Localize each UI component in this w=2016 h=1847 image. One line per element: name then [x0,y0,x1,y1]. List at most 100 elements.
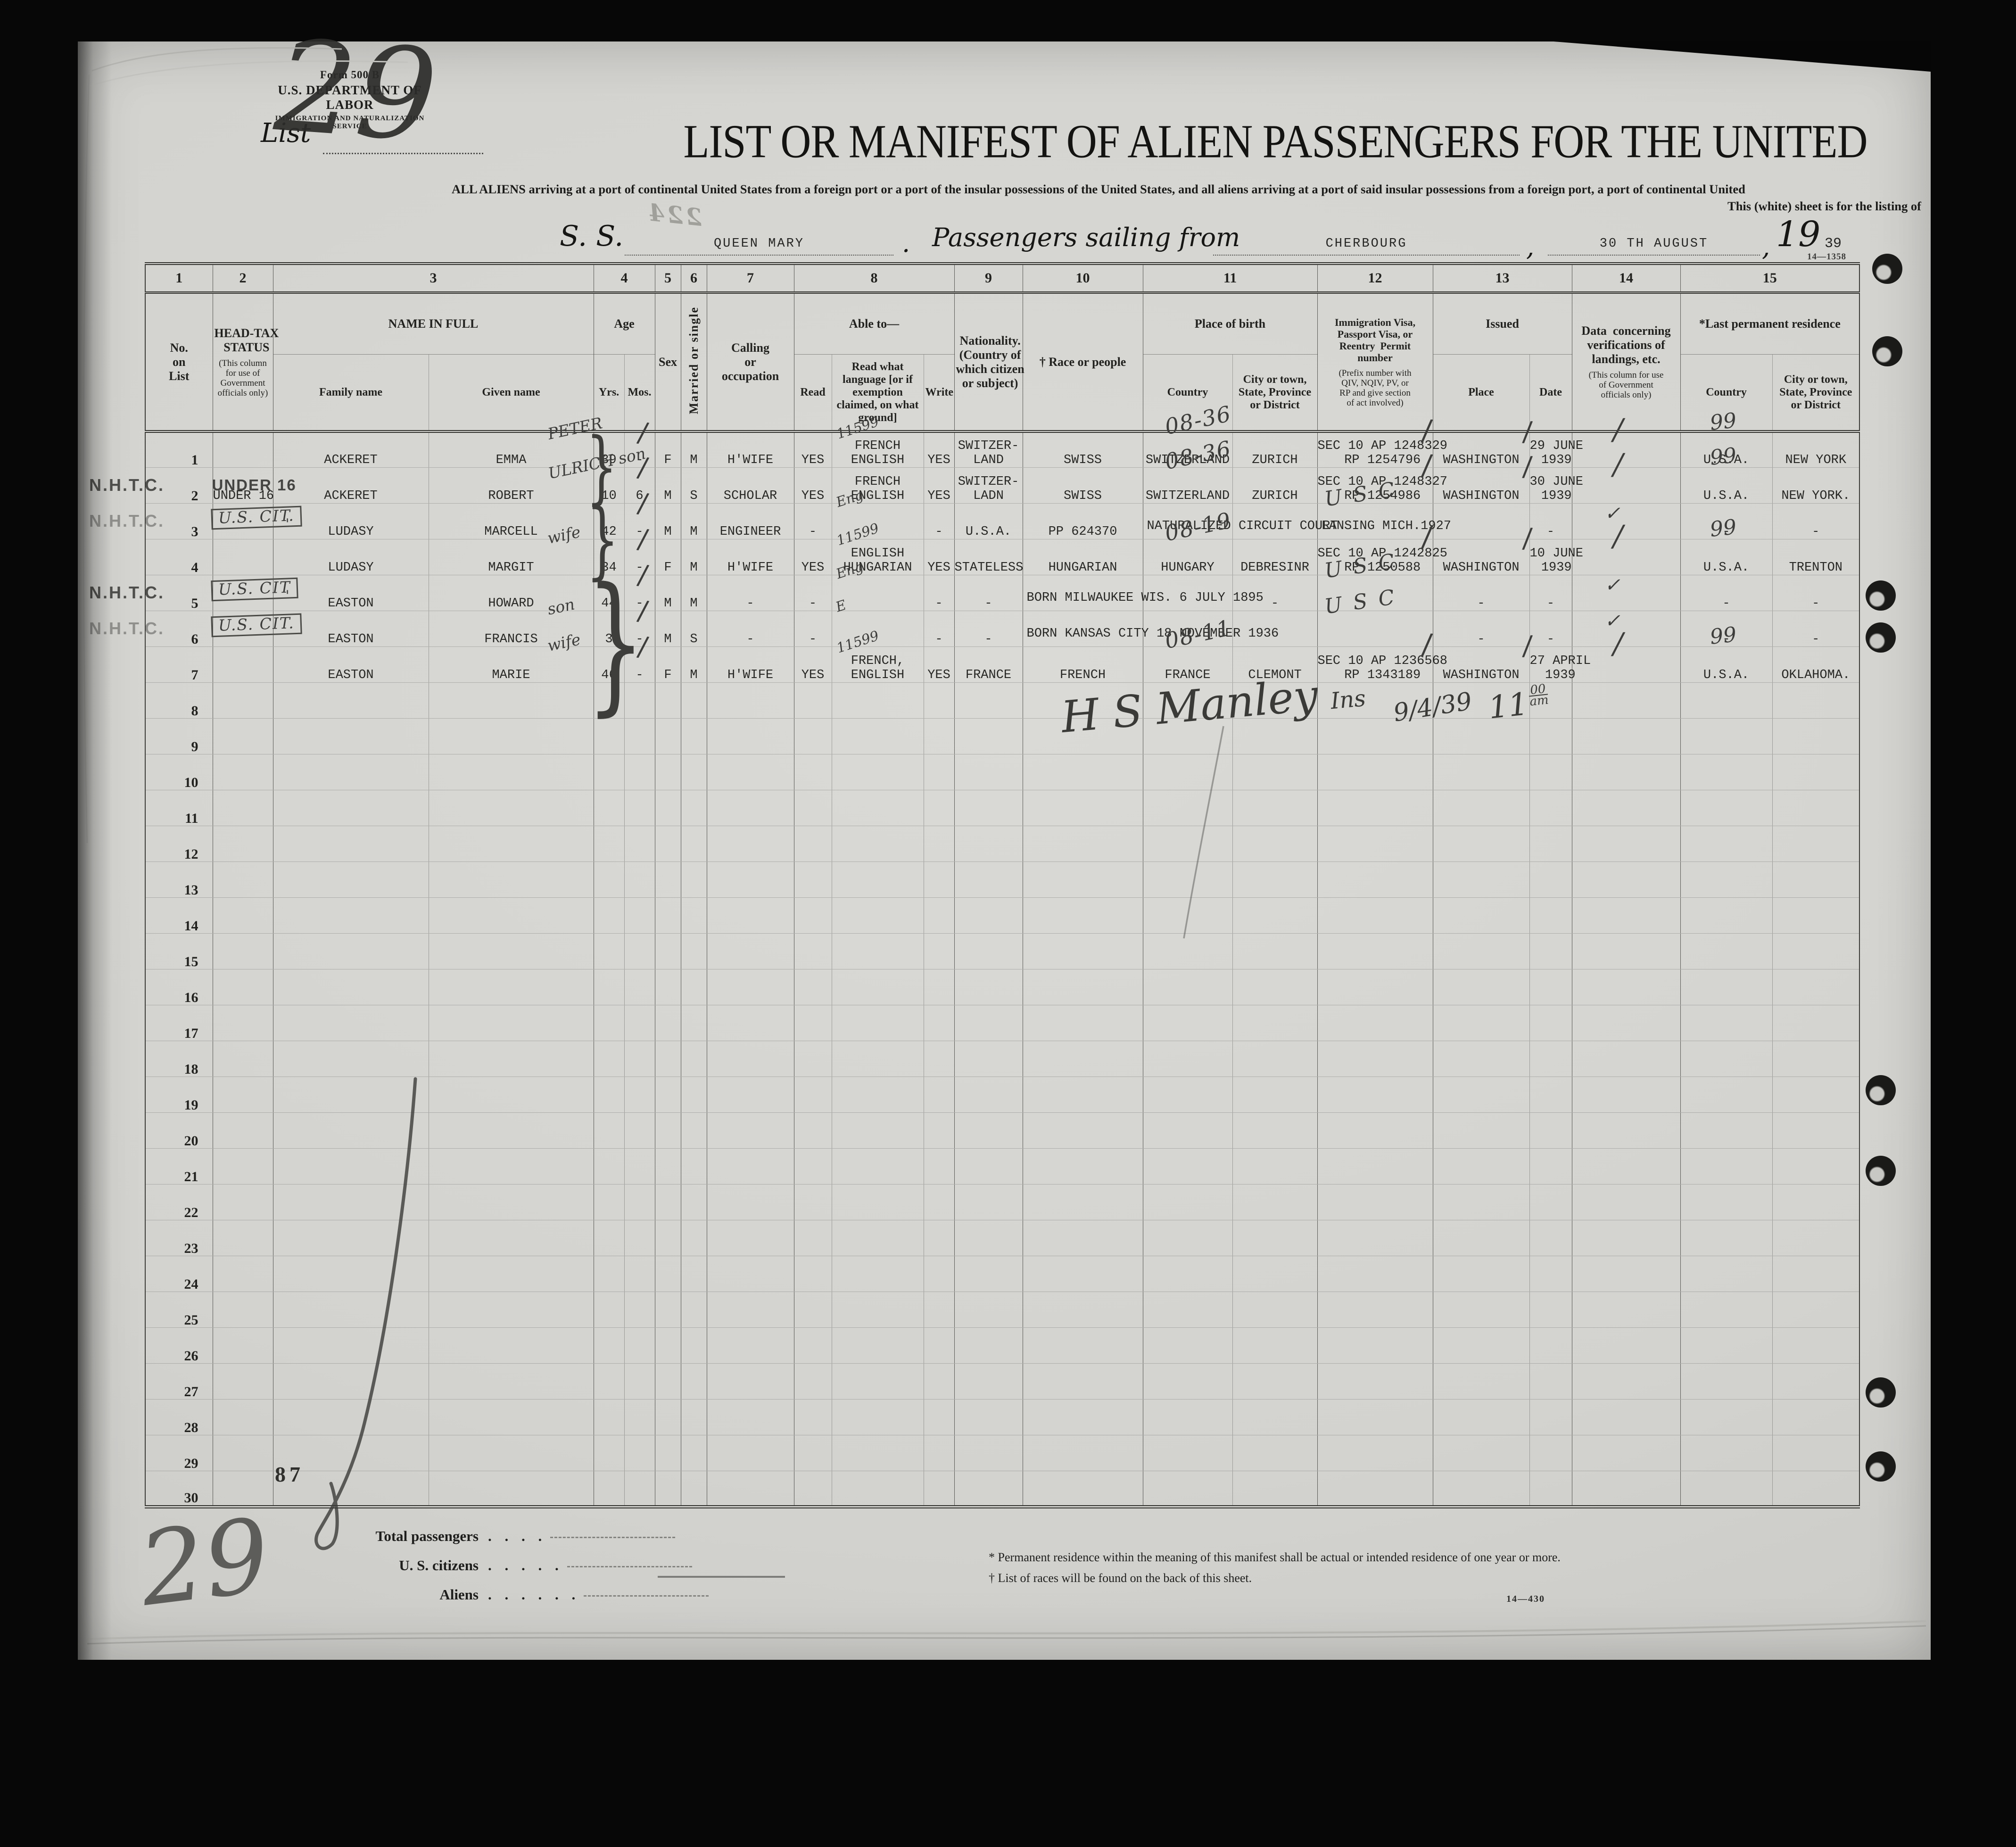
cell-yrs: 3 [593,611,624,647]
header-head-tax-status: HEAD-TAX STATUS (This column for use of G… [212,292,279,433]
cell-lang: E [831,596,924,647]
cell-mar [680,1363,707,1400]
cell-family: EASTON ' [273,575,429,611]
header-age: Age [593,292,655,355]
cell-given [428,826,594,862]
cell-n: 13 [145,861,213,898]
cell-date [1529,1077,1572,1113]
port-name: CHERBOURG [1325,237,1407,251]
cell-write [923,969,955,1005]
cell-given [428,718,594,754]
cell-race [1022,1399,1143,1435]
cell-given [428,1363,594,1400]
passenger-row: 29 [145,1435,1860,1471]
col-number: 2 [212,264,273,294]
cell-bci [1232,1399,1318,1435]
cell-rco: - [1680,611,1773,647]
us-citizens-label: U. S. citizens [399,1557,479,1574]
header-married-or-single: Married or single [680,292,707,433]
cell-given [428,969,594,1005]
cell-headtax [212,1041,273,1077]
cell-sex [654,1041,681,1077]
cell-date [1529,682,1572,719]
passenger-row: 2 N.H.T.C. UNDER 16 UNDER 16 ACKERET ROBERT UL… [89,435,1860,504]
cell-rci: OKLAHOMA. [1772,646,1860,683]
cell-rci [1772,682,1860,719]
cell-family [273,826,429,862]
cell-given: MARGIT wife [428,522,594,575]
cell-place [1432,503,1530,539]
passenger-row: 13 [145,861,1860,898]
cell-nat [954,897,1023,934]
cell-rci [1772,897,1860,934]
cell-bci [1232,790,1318,826]
cell-bci [1232,1327,1318,1364]
cell-call: ENGINEER [706,503,794,539]
header-verifications: Data concerning verifications of landing… [1571,292,1681,433]
cell-family [273,1292,429,1328]
cell-write: YES [923,646,955,683]
col-number: 10 [1022,264,1143,294]
cell-given [428,1435,594,1471]
cell-rci [1772,1292,1860,1328]
cell-visa [1317,1292,1433,1328]
cell-read [793,826,832,862]
cell-write [923,1112,955,1149]
cell-race [1022,1077,1143,1113]
cell-nat: FRANCE [954,646,1023,683]
passenger-row: 10 [145,754,1860,790]
cell-rco [1680,1041,1773,1077]
cell-rco: - [1680,503,1773,539]
cell-nat: - [954,611,1023,647]
cell-sex [654,1112,681,1149]
cell-rci [1772,1363,1860,1400]
cell-race [1022,826,1143,862]
cell-read [793,718,832,754]
cell-given: MARCELL [428,503,594,539]
form-code-top: 14—1358 [1807,252,1846,262]
cell-sex: F / [636,629,681,683]
cell-date [1529,1005,1572,1041]
cell-ver [1571,1005,1681,1041]
cell-mar: M [680,539,707,575]
cell-ver [1571,933,1681,969]
cell-family [273,933,429,969]
cell-visa [1317,933,1433,969]
col-number: 15 [1680,264,1860,294]
cell-bco [1142,1471,1233,1507]
cell-mar [680,969,707,1005]
passenger-row: 22 [145,1184,1860,1220]
cell-family [273,1327,429,1364]
cell-family [273,1184,429,1220]
cell-given: MARIE wife [428,630,594,683]
subheader-mos: Mos. [624,354,655,433]
cell-lang [831,1077,924,1113]
cell-sex [654,897,681,934]
cell-headtax: U.S. CIT. [210,611,302,647]
cell-rco [1680,1148,1773,1184]
cell-bco [1142,1005,1233,1041]
cell-rco [1680,1292,1773,1328]
cell-mar [680,933,707,969]
punch-hole [1872,254,1902,284]
cell-race [1022,969,1143,1005]
punch-hole [1866,1156,1896,1186]
cell-race [1022,1256,1143,1292]
cell-ver [1571,897,1681,934]
cell-mos: - [624,646,655,683]
cell-place [1432,1184,1530,1220]
cell-sex [654,1471,681,1507]
cell-sex [654,1363,681,1400]
cell-family: EASTON [273,611,429,647]
cell-mar [680,718,707,754]
cell-visa: SEC 10 AP 1236568 RP 1343189/ [1317,626,1447,683]
cell-read [793,1077,832,1113]
subheader-birth-city: City or town, State, Province or Distric… [1232,354,1318,433]
passenger-row: 17 [145,1005,1860,1041]
cell-mar [680,790,707,826]
cell-rci [1772,1435,1860,1471]
cell-bco [1142,969,1233,1005]
cell-headtax [212,1005,273,1041]
cell-ver [1571,1327,1681,1364]
cell-read: - [793,611,832,647]
